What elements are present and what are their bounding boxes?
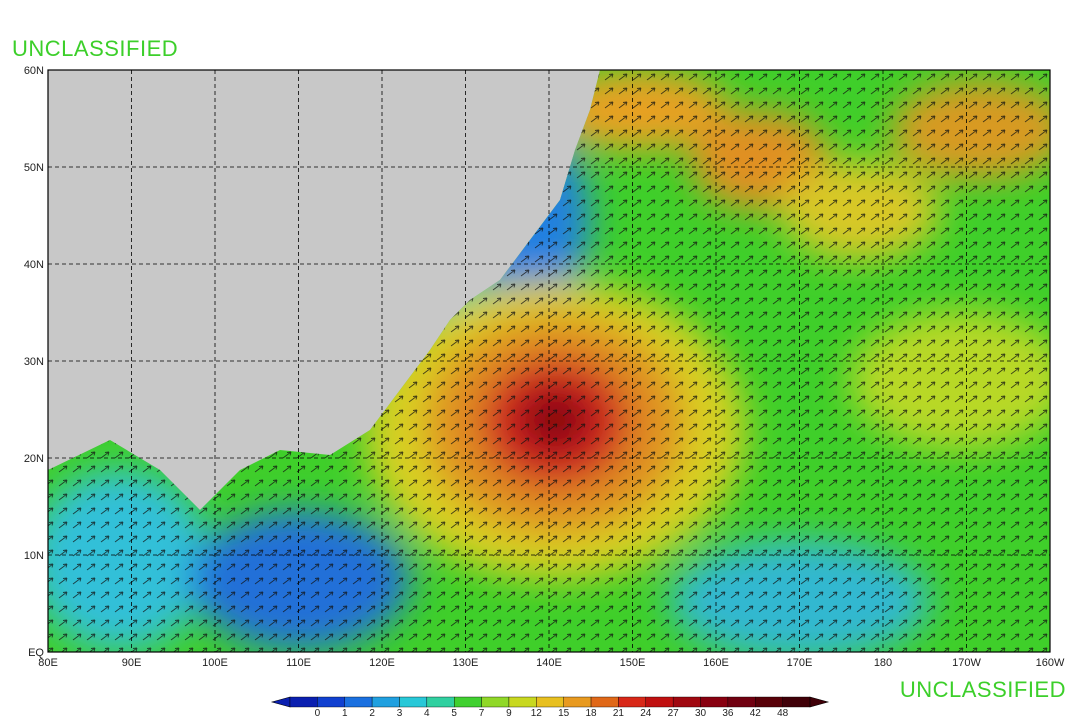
colorbar-segment: [371, 696, 400, 708]
graticule: [48, 70, 1050, 652]
latitude-label: 20N: [24, 453, 44, 465]
colorbar-label: 7: [479, 708, 485, 718]
longitude-label: 110E: [286, 657, 311, 669]
colorbar-segment: [672, 696, 701, 708]
longitude-label: 90E: [122, 657, 142, 669]
latitude-label: 40N: [24, 259, 44, 271]
longitude-label: 170W: [952, 657, 981, 669]
longitude-label: 120E: [369, 657, 395, 669]
colorbar-label: 12: [531, 708, 543, 718]
latitude-label: EQ: [28, 647, 44, 659]
colorbar-segment: [289, 696, 318, 708]
colorbar-label: 0: [315, 708, 321, 718]
longitude-label: 130E: [453, 657, 479, 669]
colorbar-label: 18: [585, 708, 597, 718]
colorbar-label: 30: [695, 708, 707, 718]
colorbar-end: [270, 696, 291, 708]
longitude-label: 150E: [620, 657, 646, 669]
colorbar-label: 24: [640, 708, 652, 718]
colorbar-segment: [645, 696, 674, 708]
latitude-label: 60N: [24, 65, 44, 77]
colorbar-segment: [782, 696, 811, 708]
longitude-label: 140E: [536, 657, 562, 669]
colorbar-label: 27: [668, 708, 680, 718]
colorbar-segment: [755, 696, 783, 708]
classification-label: UNCLASSIFIED: [900, 677, 1066, 702]
longitude-label: 170E: [787, 657, 813, 669]
colorbar-label: 2: [369, 708, 375, 718]
colorbar-end: [809, 696, 830, 708]
map: [48, 70, 1050, 652]
colorbar-label: 21: [613, 708, 625, 718]
classification-label: UNCLASSIFIED: [12, 36, 178, 61]
colorbar-segment: [618, 696, 646, 708]
colorbar-label: 42: [750, 708, 762, 718]
longitude-label: 80E: [38, 657, 58, 669]
colorbar-segment: [344, 696, 373, 708]
longitude-label: 160E: [703, 657, 729, 669]
colorbar-segment: [727, 696, 756, 708]
map-frame: [47, 69, 1051, 653]
colorbar-label: 5: [451, 708, 457, 718]
longitude-label: 180: [874, 657, 892, 669]
colorbar-label: 3: [397, 708, 403, 718]
colorbar-label: 15: [558, 708, 570, 718]
colorbar-segment: [317, 696, 345, 708]
latitude-label: 30N: [24, 356, 44, 368]
latitude-label: 50N: [24, 162, 44, 174]
longitude-label: 160W: [1036, 657, 1065, 669]
colorbar-segment: [563, 696, 592, 708]
latitude-label: 10N: [24, 550, 44, 562]
colorbar-segment: [426, 696, 455, 708]
colorbar-label: 36: [722, 708, 734, 718]
colorbar-label: 1: [342, 708, 348, 718]
colorbar-segment: [399, 696, 428, 708]
colorbar-segment: [508, 696, 537, 708]
colorbar-segment: [536, 696, 564, 708]
colorbar-segment: [590, 696, 619, 708]
colorbar-label: 9: [506, 708, 512, 718]
colorbar: 0 1 2 3 4 5 7 9 12 15 18 21 24 27 30 36 42 48: [270, 696, 830, 718]
longitude-label: 100E: [202, 657, 228, 669]
colorbar-segment: [481, 696, 510, 708]
colorbar-segment: [700, 696, 729, 708]
colorbar-segment: [454, 696, 482, 708]
colorbar-label: 4: [424, 708, 430, 718]
colorbar-label: 48: [777, 708, 789, 718]
